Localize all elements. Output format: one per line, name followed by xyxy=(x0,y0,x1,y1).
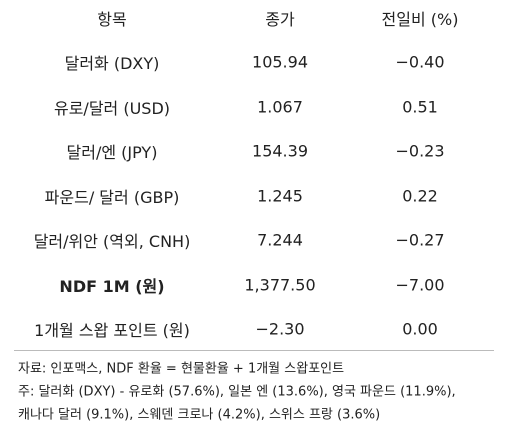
table-cell: −0.40 xyxy=(395,52,445,72)
table-cell: −7.00 xyxy=(395,275,445,294)
header-cell: 항목 xyxy=(97,10,127,29)
divider xyxy=(14,350,494,351)
table-cell: 1개월 스왑 포인트 (원) xyxy=(34,321,190,340)
table-cell: −0.27 xyxy=(395,230,445,250)
note: 자료: 인포맥스, NDF 환율 = 현물환율 + 1개월 스왑포인트 xyxy=(18,361,345,377)
table-cell: 파운드/ 달러 (GBP) xyxy=(44,187,180,207)
table-cell: −0.23 xyxy=(395,141,445,161)
table-cell: 7.244 xyxy=(257,230,303,250)
table-cell: 1,377.50 xyxy=(244,275,316,294)
header-cell: 전일비 (%) xyxy=(381,10,459,29)
note: 주: 달러화 (DXY) - 유로화 (57.6%), 일본 엔 (13.6%)… xyxy=(18,384,456,400)
table-cell: 0.51 xyxy=(402,97,438,116)
table-cell: 달러/위안 (역외, CNH) xyxy=(33,232,191,251)
table-cell: −2.30 xyxy=(255,319,305,339)
note: 캐나다 달러 (9.1%), 스웨덴 크로나 (4.2%), 스위스 프랑 (3… xyxy=(18,407,381,423)
table-cell: 1.245 xyxy=(257,186,303,205)
table-cell: 달러화 (DXY) xyxy=(64,54,160,73)
table-cell: 105.94 xyxy=(252,52,308,72)
table-cell: 154.39 xyxy=(252,141,308,161)
header-cell: 종가 xyxy=(265,10,295,29)
table-cell: 달러/엔 (JPY) xyxy=(66,143,158,162)
table-cell: 1.067 xyxy=(257,97,303,116)
table-cell: 0.22 xyxy=(402,186,438,205)
table-cell: 0.00 xyxy=(402,319,438,339)
table-cell: 유로/달러 (USD) xyxy=(53,98,171,118)
table-cell: NDF 1M (원) xyxy=(59,276,165,296)
